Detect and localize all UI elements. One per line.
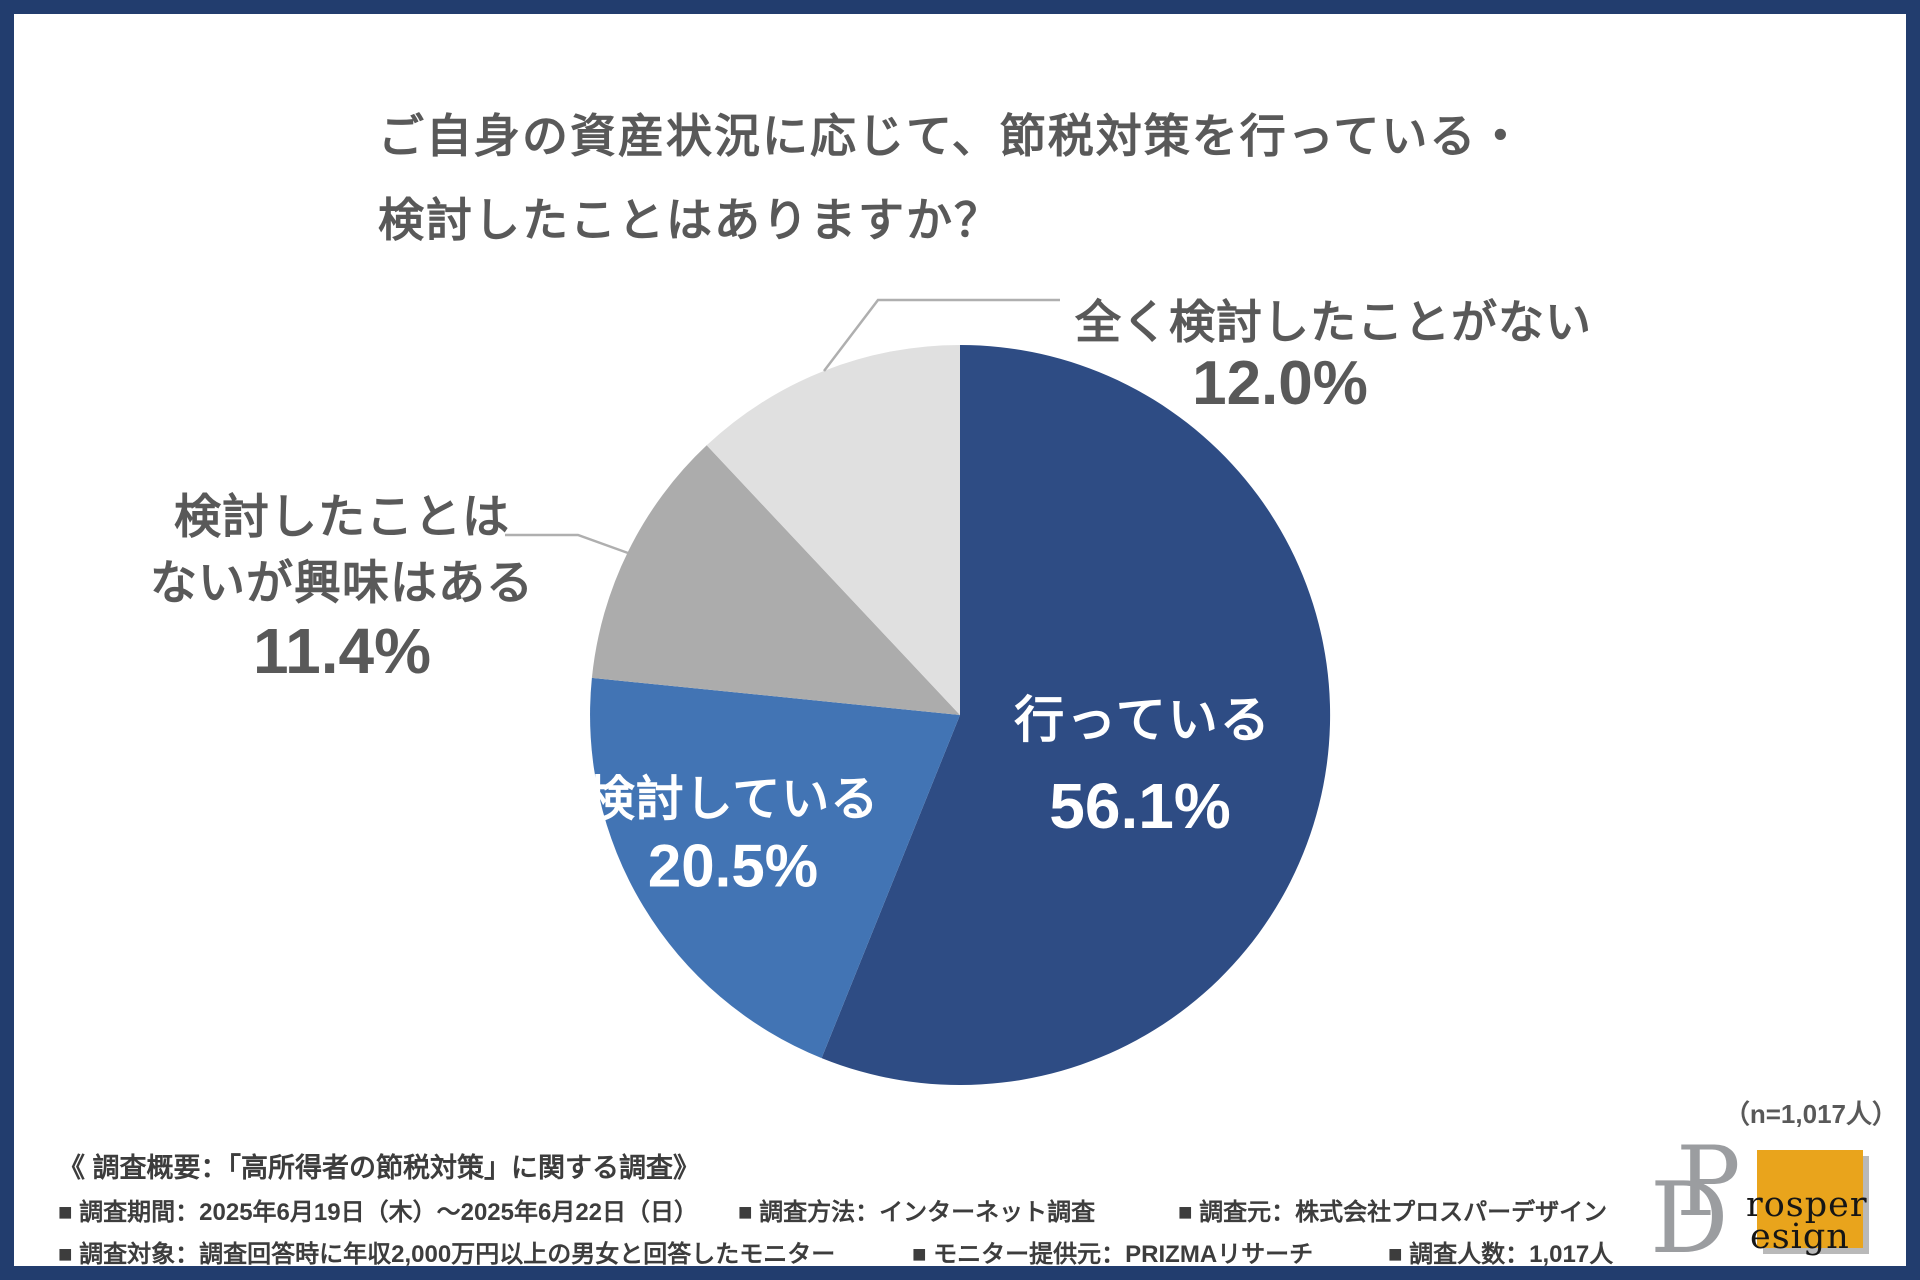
pie-slice-kyoumi-wa-aru <box>591 445 960 715</box>
slice2-value: 20.5% <box>647 832 819 900</box>
pie-slice-okonatteiru <box>821 344 1331 1085</box>
slice2-label: 検討している <box>586 773 880 826</box>
slice3-label-line1: 検討したことは <box>174 490 510 543</box>
leader-line-top-label <box>823 298 1060 372</box>
logo-word-esign: esign <box>1750 1217 1850 1257</box>
logo-letter-d: D <box>1650 1162 1729 1276</box>
slice1-label: 行っている <box>1014 692 1272 748</box>
slice3-value: 11.4% <box>253 615 431 687</box>
survey-method: ■ 調査方法：インターネット調査 <box>738 1199 1096 1226</box>
chart-title-line2: 検討したことはありますか？ <box>378 194 1002 246</box>
pie-slice-kentou-shita-koto-ga-nai <box>706 345 960 715</box>
sample-size-note: （n=1,017人） <box>1723 1099 1898 1129</box>
survey-detail-row2: ■ 調査対象：調査回答時に年収2,000万円以上の男女と回答したモニター ■ モ… <box>0 1234 1920 1268</box>
slice1-value: 56.1% <box>1049 770 1231 842</box>
survey-monitor-provider: ■ モニター提供元：PRIZMAリサーチ <box>912 1241 1314 1268</box>
slice3-label-line2: ないが興味はある <box>150 556 534 609</box>
survey-target: ■ 調査対象：調査回答時に年収2,000万円以上の男女と回答したモニター <box>58 1241 836 1268</box>
survey-detail-row1: ■ 調査期間：2025年6月19日（木）～2025年6月22日（日） ■ 調査方… <box>0 1192 1920 1226</box>
leader-line-left-label <box>505 533 629 555</box>
survey-period: ■ 調査期間：2025年6月19日（木）～2025年6月22日（日） <box>58 1199 699 1226</box>
survey-source: ■ 調査元：株式会社プロスパーデザイン <box>1178 1199 1608 1226</box>
logo-orange-square <box>1757 1150 1863 1248</box>
pie-slice-kentoushiteiru <box>590 677 960 1059</box>
slice4-value: 12.0% <box>1192 349 1368 418</box>
logo-letter-p: P <box>1676 1126 1741 1238</box>
chart-title-line1: ご自身の資産状況に応じて、節税対策を行っている・ <box>378 110 1526 162</box>
survey-respondent-count: ■ 調査人数：1,017人 <box>1388 1241 1614 1268</box>
slice4-label: 全く検討したことがない <box>1075 296 1592 348</box>
survey-overview-heading: 《 調査概要：「高所得者の節税対策」に関する調査》 <box>58 1153 701 1183</box>
logo-word-rosper: rosper <box>1746 1185 1868 1225</box>
